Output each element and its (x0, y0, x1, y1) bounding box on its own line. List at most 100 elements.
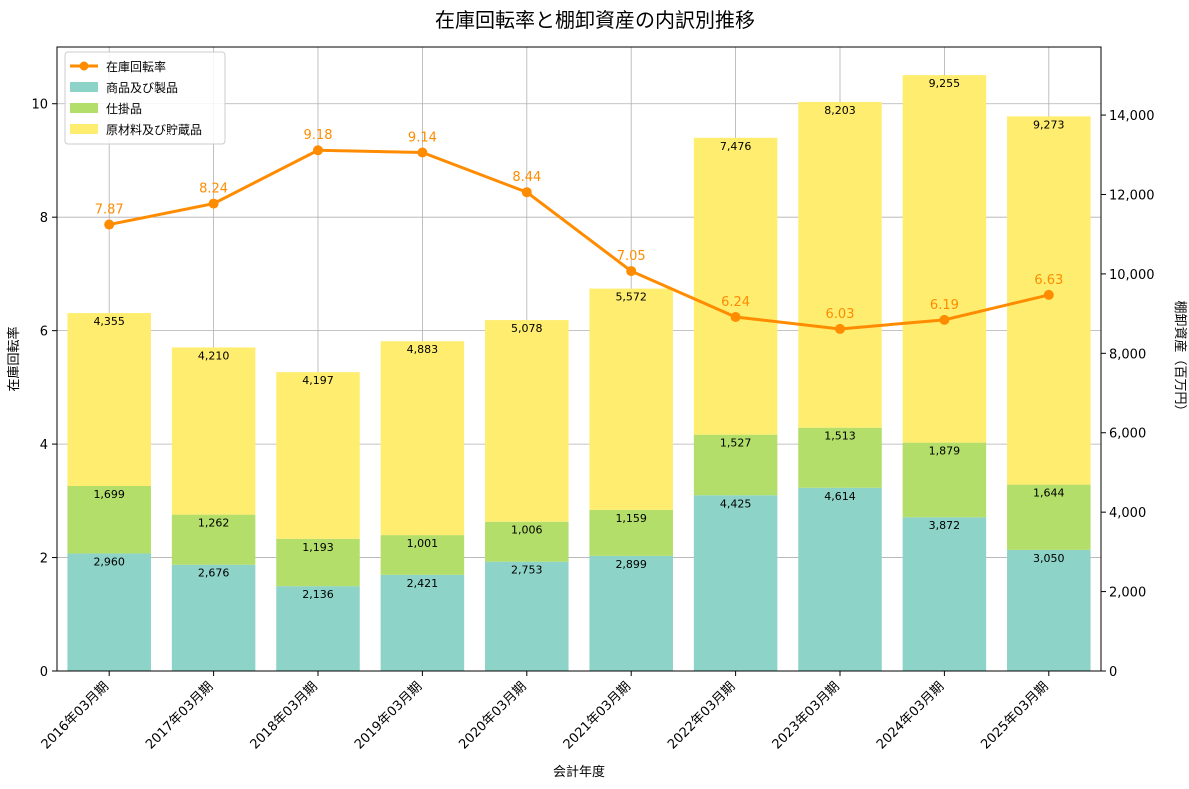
x-tick-label: 2019年03月期 (352, 679, 425, 752)
bar-segment (171, 347, 256, 515)
bar-value-label: 1,159 (615, 512, 647, 525)
bar-segment (589, 288, 673, 510)
x-tick-label: 2021年03月期 (561, 679, 634, 752)
x-tick-label: 2016年03月期 (39, 679, 112, 752)
chart-title: 在庫回転率と棚卸資産の内訳別推移 (435, 8, 755, 32)
x-tick-label: 2022年03月期 (665, 679, 738, 752)
legend-label: 商品及び製品 (106, 80, 178, 95)
y-right-tick-label: 0 (1109, 665, 1117, 680)
bar-segment (693, 137, 778, 435)
bar-segment (485, 320, 569, 522)
y-left-tick-label: 8 (40, 211, 48, 226)
turnover-value-label: 6.63 (1034, 273, 1063, 288)
y-left-tick-label: 2 (40, 552, 48, 567)
legend-label: 仕掛品 (106, 101, 142, 116)
turnover-point (208, 198, 219, 209)
x-tick-label: 2017年03月期 (143, 679, 216, 752)
bar-value-label: 1,006 (511, 524, 543, 537)
turnover-point (521, 187, 532, 198)
bar-value-label: 1,644 (1033, 487, 1065, 500)
bar-value-label: 4,197 (302, 374, 334, 387)
turnover-point (417, 147, 428, 158)
x-axis-label: 会計年度 (553, 764, 605, 780)
legend-swatch (70, 82, 98, 92)
bar-value-label: 1,001 (407, 537, 439, 550)
turnover-line: 7.87 8.24 9.18 9.14 8.44 7.05 6.24 6.03 6.19 6.63 (95, 128, 1063, 334)
y-right-tick-label: 6,000 (1109, 427, 1146, 442)
bar-value-label: 2,960 (93, 555, 125, 568)
bar-value-label: 4,210 (198, 349, 230, 362)
y-right-tick-label: 8,000 (1109, 347, 1146, 362)
y-right-tick-label: 10,000 (1109, 268, 1155, 283)
x-tick-label: 2020年03月期 (456, 679, 529, 752)
y-left-tick-label: 10 (31, 98, 48, 113)
bar-segment (380, 535, 465, 575)
bar-segment (798, 487, 882, 671)
bar-value-label: 1,513 (824, 430, 856, 443)
y-left-tick-label: 0 (40, 665, 48, 680)
y-right-tick-label: 12,000 (1109, 188, 1155, 203)
turnover-value-label: 9.18 (304, 128, 333, 143)
bar-value-label: 2,676 (198, 567, 230, 580)
x-tick-label: 2024年03月期 (874, 679, 947, 752)
bar-segment (276, 586, 360, 671)
bar-segment (67, 553, 151, 671)
bar-value-label: 4,614 (824, 490, 856, 503)
y-left-tick-label: 6 (40, 325, 48, 340)
bar-value-label: 1,262 (198, 517, 230, 530)
bar-segment (171, 564, 256, 671)
bar-segment (380, 341, 465, 536)
legend-swatch (70, 103, 98, 113)
turnover-line-path (108, 148, 1050, 331)
plot-frame (56, 46, 1102, 672)
turnover-value-label: 7.87 (95, 203, 124, 218)
bar-segment (67, 313, 151, 486)
turnover-value-label: 7.05 (617, 249, 646, 264)
bar-segment (1007, 484, 1091, 550)
bar-value-label: 5,078 (511, 322, 543, 335)
bar-value-label: 3,050 (1033, 552, 1065, 565)
x-tick-label: 2023年03月期 (770, 679, 843, 752)
bar-segment (276, 538, 360, 587)
y-left-tick-label: 4 (40, 438, 48, 453)
bar-value-label: 4,355 (93, 315, 125, 328)
y-right-tick-label: 2,000 (1109, 586, 1146, 601)
bar-segment (485, 561, 569, 671)
bar-value-label: 5,572 (615, 291, 647, 304)
bar-segment (485, 521, 569, 562)
bar-value-label: 2,753 (511, 564, 543, 577)
turnover-point (104, 219, 115, 230)
bar-segment (693, 434, 778, 496)
bar-value-label: 1,527 (720, 437, 752, 450)
legend-label: 在庫回転率 (106, 59, 166, 74)
legend-label: 原材料及び貯蔵品 (106, 123, 202, 137)
bar-value-label: 3,872 (929, 519, 961, 532)
x-tick-label: 2025年03月期 (978, 679, 1051, 752)
turnover-value-label: 6.03 (826, 307, 855, 322)
bar-value-label: 1,193 (302, 541, 334, 554)
turnover-value-label: 8.24 (199, 182, 228, 197)
bar-value-label: 1,699 (93, 488, 125, 501)
turnover-value-label: 9.14 (408, 131, 437, 146)
y-right-tick-label: 14,000 (1109, 109, 1155, 124)
y-right-tick-label: 4,000 (1109, 506, 1146, 521)
bar-segment (276, 372, 360, 539)
x-tick-label: 2018年03月期 (248, 679, 321, 752)
bar-value-label: 2,136 (302, 588, 334, 601)
bar-segment (380, 574, 465, 671)
bar-value-label: 9,273 (1033, 118, 1065, 131)
bar-segment (798, 101, 882, 428)
bar-value-label: 4,425 (720, 497, 752, 510)
bar-value-label: 7,476 (720, 140, 752, 153)
turnover-point (626, 266, 637, 277)
bar-segment (693, 495, 778, 671)
turnover-point (939, 314, 950, 325)
bar-segment (902, 75, 987, 443)
legend-swatch (70, 124, 98, 134)
bar-segment (171, 514, 256, 565)
bar-segment (589, 509, 673, 556)
bar-segment (67, 485, 151, 554)
bar-value-label: 2,899 (615, 558, 647, 571)
